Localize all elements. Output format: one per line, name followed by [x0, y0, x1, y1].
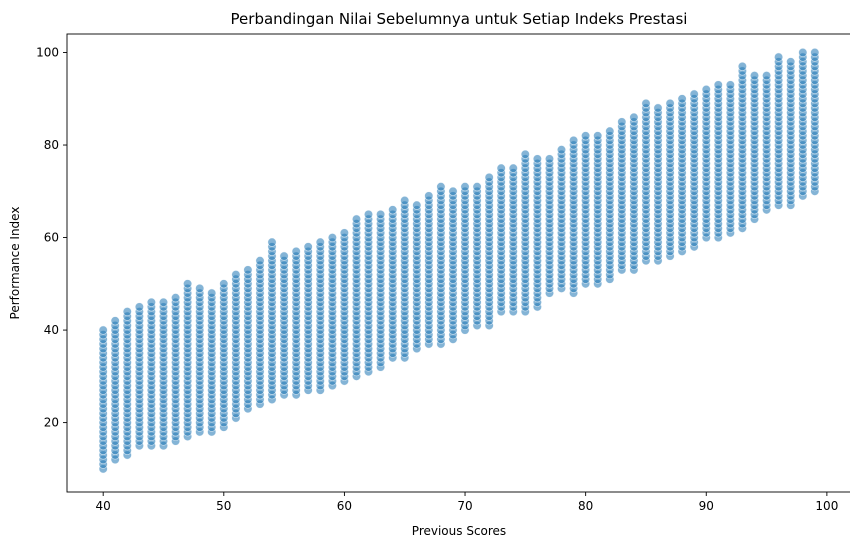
data-point: [725, 80, 735, 90]
data-point: [279, 251, 289, 261]
data-point: [737, 61, 747, 71]
data-point: [195, 283, 205, 293]
data-point: [774, 52, 784, 62]
data-point: [255, 256, 265, 266]
data-point: [593, 131, 603, 141]
data-point: [327, 233, 337, 243]
y-tick-label: 40: [44, 323, 59, 337]
data-point: [207, 288, 217, 298]
x-tick-label: 40: [96, 499, 111, 513]
data-point: [520, 149, 530, 159]
data-point: [617, 117, 627, 127]
data-point: [798, 47, 808, 57]
data-point: [436, 182, 446, 192]
data-point: [689, 89, 699, 99]
x-tick-label: 80: [578, 499, 593, 513]
x-tick-label: 60: [337, 499, 352, 513]
data-point: [315, 237, 325, 247]
x-tick-label: 90: [699, 499, 714, 513]
data-point: [544, 154, 554, 164]
data-point: [472, 182, 482, 192]
data-point: [448, 186, 458, 196]
data-point: [810, 47, 820, 57]
data-point: [400, 196, 410, 206]
data-point: [267, 237, 277, 247]
data-point: [629, 112, 639, 122]
scatter-points: [98, 47, 820, 474]
data-point: [134, 302, 144, 312]
data-point: [665, 98, 675, 108]
data-point: [339, 228, 349, 238]
data-point: [291, 246, 301, 256]
data-point: [243, 265, 253, 275]
data-point: [653, 103, 663, 113]
data-point: [159, 297, 169, 307]
data-point: [641, 98, 651, 108]
data-point: [376, 209, 386, 219]
data-point: [171, 293, 181, 303]
data-point: [508, 163, 518, 173]
data-point: [351, 214, 361, 224]
data-point: [677, 94, 687, 104]
data-point: [363, 209, 373, 219]
y-tick-label: 60: [44, 231, 59, 245]
y-tick-label: 20: [44, 416, 59, 430]
data-point: [532, 154, 542, 164]
x-tick-label: 70: [457, 499, 472, 513]
data-point: [701, 85, 711, 95]
y-axis: 20 40 60 80 100: [36, 46, 67, 430]
data-point: [484, 172, 494, 182]
data-point: [122, 307, 132, 317]
data-point: [412, 200, 422, 210]
data-point: [581, 131, 591, 141]
data-point: [231, 270, 241, 280]
data-point: [556, 145, 566, 155]
x-axis: 40 50 60 70 80 90 100: [96, 492, 838, 513]
x-tick-label: 100: [815, 499, 838, 513]
data-point: [110, 316, 120, 326]
data-point: [749, 71, 759, 81]
data-point: [496, 163, 506, 173]
data-point: [460, 182, 470, 192]
data-point: [183, 279, 193, 289]
data-point: [98, 325, 108, 335]
y-axis-label: Performance Index: [8, 207, 22, 320]
y-tick-label: 100: [36, 46, 59, 60]
y-tick-label: 80: [44, 138, 59, 152]
x-axis-label: Previous Scores: [412, 524, 506, 538]
data-point: [605, 126, 615, 136]
chart-title: Perbandingan Nilai Sebelumnya untuk Seti…: [231, 10, 688, 28]
data-point: [786, 57, 796, 67]
data-point: [762, 71, 772, 81]
data-point: [388, 205, 398, 215]
data-point: [424, 191, 434, 201]
plot-frame: [66, 33, 850, 493]
data-point: [219, 279, 229, 289]
x-tick-label: 50: [216, 499, 231, 513]
data-point: [146, 297, 156, 307]
data-point: [713, 80, 723, 90]
data-point: [303, 242, 313, 252]
data-point: [569, 135, 579, 145]
